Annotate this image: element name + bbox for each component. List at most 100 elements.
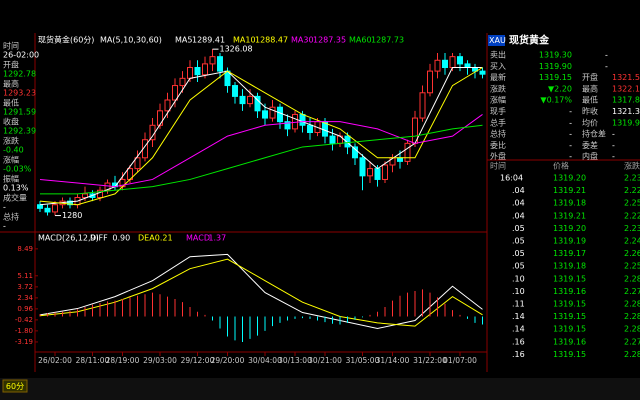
tick-change: 2.24 bbox=[624, 237, 640, 246]
info-label: 最低 bbox=[3, 98, 19, 108]
tick-time: .14 bbox=[512, 325, 525, 334]
x-tick-label: 30/21:00 bbox=[308, 356, 342, 365]
high-annotation: 1326.08 bbox=[220, 45, 253, 54]
quote-value: - bbox=[569, 130, 572, 139]
info-value: - bbox=[3, 222, 6, 231]
candle-body bbox=[254, 95, 261, 112]
quote-name: 现货黄金 bbox=[509, 34, 550, 47]
tick-change: 2.28 bbox=[624, 300, 640, 309]
code-box bbox=[488, 35, 505, 46]
tab-label[interactable]: 60分 bbox=[6, 382, 24, 391]
candle-body bbox=[449, 56, 456, 69]
quote-label: 总手 bbox=[490, 117, 506, 127]
info-value: 1292.78 bbox=[3, 70, 36, 79]
candle-body bbox=[479, 70, 486, 75]
tick-time: .05 bbox=[512, 249, 525, 258]
info-label: 开盘 bbox=[3, 60, 19, 70]
info-label: 时间 bbox=[3, 41, 19, 51]
macd-line bbox=[39, 258, 483, 327]
quote-label: 均价 bbox=[582, 117, 598, 127]
tick-price: 1319.18 bbox=[553, 262, 586, 271]
quote-label: 卖出 bbox=[490, 50, 506, 60]
candle-body bbox=[247, 95, 253, 105]
ticks-header: 价格 bbox=[553, 161, 569, 171]
quote-label: 涨幅 bbox=[490, 95, 506, 105]
x-tick-label: 30/13:00 bbox=[278, 356, 312, 365]
candle-body bbox=[292, 113, 298, 130]
info-label: 涨跌 bbox=[3, 136, 19, 146]
legend-value: 1289.41 bbox=[192, 36, 225, 45]
candle-body bbox=[142, 139, 148, 159]
candle-body bbox=[157, 110, 163, 126]
tick-time: .16 bbox=[512, 337, 525, 346]
tick-change: 2.28 bbox=[624, 274, 640, 283]
legend-name: DEA bbox=[138, 234, 155, 243]
quote-value: ▼0.17% bbox=[540, 96, 572, 105]
y-tick-label: 2.34 bbox=[17, 294, 33, 302]
info-value: 1293.23 bbox=[3, 89, 36, 98]
ma-line bbox=[40, 124, 483, 195]
ticks-header: 时间 bbox=[490, 161, 506, 171]
candle-body bbox=[164, 99, 171, 112]
candle-body bbox=[52, 204, 58, 213]
quote-label: 最低 bbox=[582, 95, 598, 105]
tick-time: .16 bbox=[512, 350, 525, 359]
tick-price: 1319.18 bbox=[553, 199, 586, 208]
tick-price: 1319.20 bbox=[553, 224, 586, 233]
quote-label: 开盘 bbox=[582, 72, 598, 82]
quote-label: 委差 bbox=[582, 140, 598, 150]
tick-time: .04 bbox=[512, 186, 525, 195]
tick-change: 2.28 bbox=[624, 312, 640, 321]
tick-price: 1319.19 bbox=[553, 237, 586, 246]
tab-bar bbox=[0, 378, 640, 400]
candle-body bbox=[262, 110, 268, 119]
info-label: 总持 bbox=[3, 212, 19, 222]
quote-label: 外盘 bbox=[490, 151, 506, 161]
quote-value: - bbox=[612, 152, 615, 161]
quote-value: - bbox=[612, 141, 615, 150]
quote-code: XAU bbox=[489, 36, 506, 45]
candle-body bbox=[404, 142, 411, 162]
legend-name: MA60 bbox=[349, 36, 372, 45]
tick-change: 2.27 bbox=[624, 287, 640, 296]
candle-body bbox=[187, 67, 193, 79]
legend-value: 1287.73 bbox=[371, 36, 404, 45]
quote-value: ▼2.20 bbox=[548, 84, 572, 93]
tab[interactable] bbox=[2, 379, 28, 393]
y-tick-label: 3.72 bbox=[17, 283, 33, 291]
quote-label: 持仓差 bbox=[582, 129, 606, 139]
candle-body bbox=[359, 157, 366, 177]
quote-label: 委比 bbox=[490, 140, 506, 150]
candle-body bbox=[352, 146, 358, 159]
candle-body bbox=[382, 164, 388, 180]
tick-change: 2.27 bbox=[624, 337, 640, 346]
tick-time: .10 bbox=[512, 287, 525, 296]
candle-body bbox=[307, 124, 313, 134]
candle-body bbox=[67, 200, 73, 206]
x-tick-label: 28/19:00 bbox=[106, 356, 140, 365]
tick-time: .04 bbox=[512, 211, 525, 220]
macd-title: MACD(26,12,9) bbox=[38, 234, 99, 243]
quote-label: 最新 bbox=[490, 72, 506, 82]
quote-label: 内盘 bbox=[582, 151, 598, 161]
info-value: 1292.39 bbox=[3, 127, 36, 136]
tick-time: .10 bbox=[512, 274, 525, 283]
x-tick-label: 28/11:00 bbox=[76, 356, 110, 365]
tick-change: 2.23 bbox=[624, 174, 640, 183]
symbol: 现货黄金(60分) bbox=[38, 35, 94, 45]
candle-body bbox=[442, 59, 448, 69]
candle-body bbox=[299, 113, 306, 126]
candle-body bbox=[134, 157, 141, 170]
candle-body bbox=[419, 92, 426, 119]
candle-body bbox=[464, 63, 471, 69]
x-tick-label: 29/12:00 bbox=[181, 356, 215, 365]
candle-body bbox=[82, 193, 88, 198]
tick-change: 2.23 bbox=[624, 224, 640, 233]
y-tick-label: -1.80 bbox=[15, 327, 33, 335]
quote-value: 1319.15 bbox=[539, 73, 572, 82]
tick-price: 1319.17 bbox=[553, 249, 586, 258]
info-label: 涨幅 bbox=[3, 155, 19, 165]
legend-value: 1.37 bbox=[208, 234, 226, 243]
tick-change: 2.22 bbox=[624, 186, 640, 195]
ma-line bbox=[39, 67, 483, 206]
